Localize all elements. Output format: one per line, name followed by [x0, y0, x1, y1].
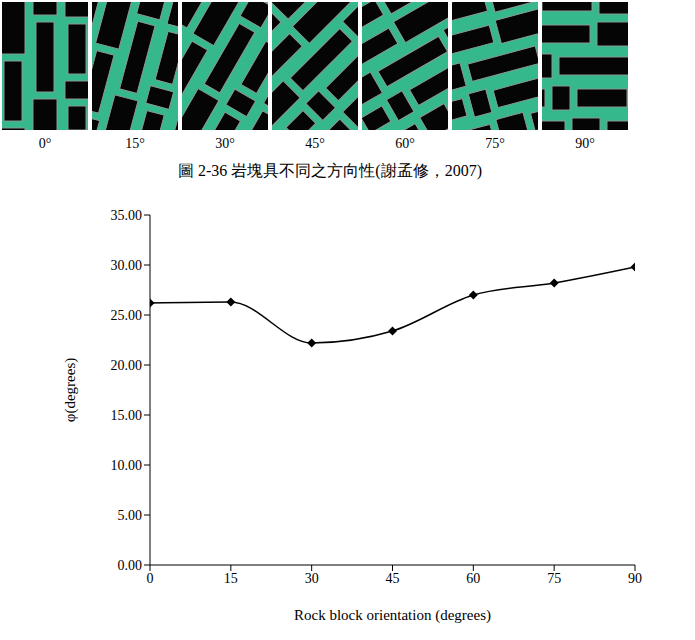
svg-text:75: 75 — [547, 571, 561, 586]
svg-text:30: 30 — [305, 571, 319, 586]
svg-text:25.00: 25.00 — [111, 308, 143, 323]
svg-text:20.00: 20.00 — [111, 358, 143, 373]
svg-text:圖 2-36 岩塊具不同之方向性(謝孟修，2007): 圖 2-36 岩塊具不同之方向性(謝孟修，2007) — [178, 162, 482, 180]
svg-text:75°: 75° — [485, 136, 505, 151]
svg-text:60: 60 — [466, 571, 480, 586]
svg-text:Rock block orientation (degree: Rock block orientation (degrees) — [294, 607, 491, 624]
svg-text:φ(degrees): φ(degrees) — [62, 358, 79, 422]
svg-text:45: 45 — [386, 571, 400, 586]
svg-text:0°: 0° — [39, 136, 52, 151]
svg-text:90: 90 — [628, 571, 642, 586]
svg-text:5.00: 5.00 — [118, 508, 143, 523]
svg-text:15°: 15° — [125, 136, 145, 151]
svg-text:0.00: 0.00 — [118, 558, 143, 573]
svg-text:45°: 45° — [305, 136, 325, 151]
svg-text:0: 0 — [147, 571, 154, 586]
svg-text:60°: 60° — [395, 136, 415, 151]
svg-text:15: 15 — [224, 571, 238, 586]
svg-text:15.00: 15.00 — [111, 408, 143, 423]
svg-text:30°: 30° — [215, 136, 235, 151]
svg-text:35.00: 35.00 — [111, 208, 143, 223]
svg-text:90°: 90° — [575, 136, 595, 151]
svg-text:10.00: 10.00 — [111, 458, 143, 473]
svg-text:30.00: 30.00 — [111, 258, 143, 273]
